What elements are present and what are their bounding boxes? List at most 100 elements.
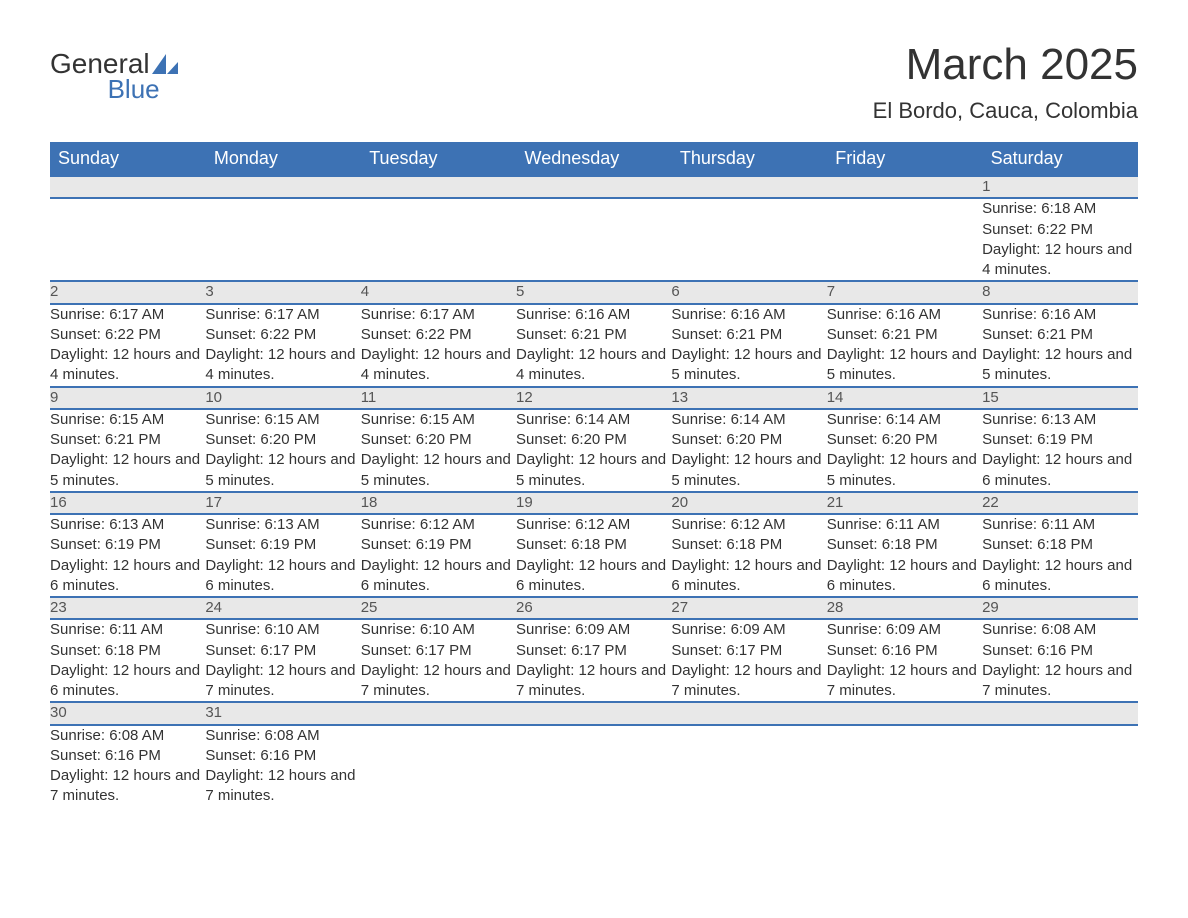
day-number-cell [50,176,205,198]
weekday-header: Monday [205,142,360,176]
day-number-cell: 16 [50,492,205,514]
sunset-text: Sunset: 6:21 PM [827,325,982,345]
sunrise-text: Sunrise: 6:12 AM [361,515,516,535]
sunset-text: Sunset: 6:20 PM [361,430,516,450]
day-info-cell [50,198,205,281]
day-info-cell: Sunrise: 6:15 AMSunset: 6:20 PMDaylight:… [205,409,360,492]
day-info-cell: Sunrise: 6:09 AMSunset: 6:17 PMDaylight:… [671,619,826,702]
week-daynum-row: 9101112131415 [50,387,1138,409]
weekday-header: Wednesday [516,142,671,176]
day-info-cell: Sunrise: 6:17 AMSunset: 6:22 PMDaylight:… [50,304,205,387]
sunrise-text: Sunrise: 6:10 AM [361,620,516,640]
daylight-text: Daylight: 12 hours and 5 minutes. [516,450,671,491]
weekday-header: Thursday [671,142,826,176]
sunset-text: Sunset: 6:20 PM [827,430,982,450]
sunset-text: Sunset: 6:17 PM [205,641,360,661]
day-info-cell: Sunrise: 6:13 AMSunset: 6:19 PMDaylight:… [982,409,1137,492]
daylight-text: Daylight: 12 hours and 7 minutes. [671,661,826,702]
day-info-cell: Sunrise: 6:15 AMSunset: 6:20 PMDaylight:… [361,409,516,492]
weekday-header: Sunday [50,142,205,176]
sunset-text: Sunset: 6:21 PM [50,430,205,450]
sunset-text: Sunset: 6:19 PM [205,535,360,555]
day-info-cell [827,725,982,807]
day-info-cell: Sunrise: 6:12 AMSunset: 6:18 PMDaylight:… [671,514,826,597]
daylight-text: Daylight: 12 hours and 7 minutes. [50,766,205,807]
logo: General Blue [50,48,178,105]
sunrise-text: Sunrise: 6:17 AM [361,305,516,325]
day-info-cell: Sunrise: 6:14 AMSunset: 6:20 PMDaylight:… [516,409,671,492]
day-number-cell: 2 [50,281,205,303]
daylight-text: Daylight: 12 hours and 4 minutes. [982,240,1137,281]
sunset-text: Sunset: 6:18 PM [50,641,205,661]
sunset-text: Sunset: 6:20 PM [516,430,671,450]
week-daynum-row: 2345678 [50,281,1138,303]
daylight-text: Daylight: 12 hours and 4 minutes. [50,345,205,386]
title-block: March 2025 El Bordo, Cauca, Colombia [873,40,1138,124]
day-number-cell [671,702,826,724]
daylight-text: Daylight: 12 hours and 4 minutes. [516,345,671,386]
sunset-text: Sunset: 6:18 PM [671,535,826,555]
sunrise-text: Sunrise: 6:09 AM [671,620,826,640]
sunrise-text: Sunrise: 6:16 AM [982,305,1137,325]
sunrise-text: Sunrise: 6:16 AM [671,305,826,325]
day-info-cell [205,198,360,281]
sunset-text: Sunset: 6:20 PM [205,430,360,450]
weekday-header: Tuesday [361,142,516,176]
daylight-text: Daylight: 12 hours and 5 minutes. [205,450,360,491]
day-number-cell: 10 [205,387,360,409]
day-number-cell: 8 [982,281,1137,303]
sail-icon [152,54,178,74]
sunset-text: Sunset: 6:16 PM [50,746,205,766]
sunrise-text: Sunrise: 6:10 AM [205,620,360,640]
day-number-cell [827,176,982,198]
sunrise-text: Sunrise: 6:11 AM [50,620,205,640]
day-number-cell: 9 [50,387,205,409]
day-info-cell: Sunrise: 6:16 AMSunset: 6:21 PMDaylight:… [982,304,1137,387]
sunrise-text: Sunrise: 6:11 AM [982,515,1137,535]
title-month: March 2025 [873,40,1138,90]
sunset-text: Sunset: 6:16 PM [982,641,1137,661]
page-header: General Blue March 2025 El Bordo, Cauca,… [50,40,1138,124]
daylight-text: Daylight: 12 hours and 6 minutes. [50,556,205,597]
day-info-cell: Sunrise: 6:13 AMSunset: 6:19 PMDaylight:… [50,514,205,597]
day-info-cell: Sunrise: 6:08 AMSunset: 6:16 PMDaylight:… [205,725,360,807]
daylight-text: Daylight: 12 hours and 6 minutes. [982,556,1137,597]
day-info-cell: Sunrise: 6:10 AMSunset: 6:17 PMDaylight:… [361,619,516,702]
day-number-cell: 22 [982,492,1137,514]
sunrise-text: Sunrise: 6:08 AM [50,726,205,746]
sunrise-text: Sunrise: 6:15 AM [205,410,360,430]
daylight-text: Daylight: 12 hours and 7 minutes. [205,661,360,702]
day-info-cell: Sunrise: 6:16 AMSunset: 6:21 PMDaylight:… [671,304,826,387]
day-info-cell [361,725,516,807]
sunset-text: Sunset: 6:22 PM [982,220,1137,240]
sunrise-text: Sunrise: 6:18 AM [982,199,1137,219]
day-number-cell: 23 [50,597,205,619]
daylight-text: Daylight: 12 hours and 4 minutes. [205,345,360,386]
daylight-text: Daylight: 12 hours and 7 minutes. [516,661,671,702]
sunrise-text: Sunrise: 6:13 AM [50,515,205,535]
day-info-cell: Sunrise: 6:08 AMSunset: 6:16 PMDaylight:… [982,619,1137,702]
sunset-text: Sunset: 6:21 PM [671,325,826,345]
weekday-header: Saturday [982,142,1137,176]
day-info-cell: Sunrise: 6:12 AMSunset: 6:19 PMDaylight:… [361,514,516,597]
daylight-text: Daylight: 12 hours and 6 minutes. [516,556,671,597]
daylight-text: Daylight: 12 hours and 5 minutes. [827,345,982,386]
sunset-text: Sunset: 6:21 PM [982,325,1137,345]
week-info-row: Sunrise: 6:18 AMSunset: 6:22 PMDaylight:… [50,198,1138,281]
daylight-text: Daylight: 12 hours and 5 minutes. [361,450,516,491]
title-location: El Bordo, Cauca, Colombia [873,98,1138,124]
daylight-text: Daylight: 12 hours and 7 minutes. [827,661,982,702]
day-info-cell: Sunrise: 6:14 AMSunset: 6:20 PMDaylight:… [827,409,982,492]
day-number-cell: 19 [516,492,671,514]
sunset-text: Sunset: 6:18 PM [982,535,1137,555]
day-number-cell: 11 [361,387,516,409]
sunset-text: Sunset: 6:17 PM [361,641,516,661]
day-number-cell [982,702,1137,724]
daylight-text: Daylight: 12 hours and 6 minutes. [671,556,826,597]
daylight-text: Daylight: 12 hours and 5 minutes. [982,345,1137,386]
day-info-cell [516,198,671,281]
sunrise-text: Sunrise: 6:11 AM [827,515,982,535]
day-info-cell: Sunrise: 6:11 AMSunset: 6:18 PMDaylight:… [50,619,205,702]
sunrise-text: Sunrise: 6:08 AM [982,620,1137,640]
sunset-text: Sunset: 6:17 PM [516,641,671,661]
